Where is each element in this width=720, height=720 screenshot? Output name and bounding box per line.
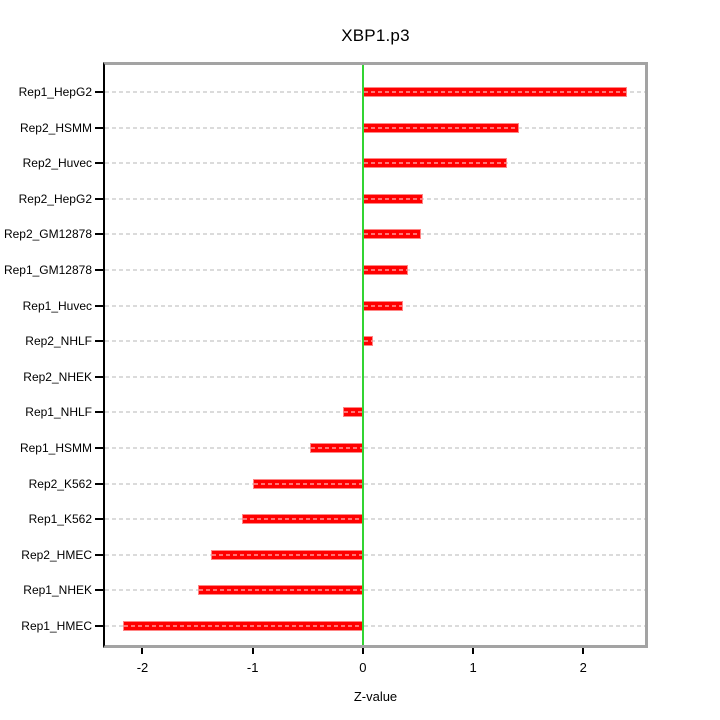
bar-dash-overlay [211, 553, 362, 556]
bar-dash-overlay [198, 589, 362, 592]
y-tick [95, 91, 103, 93]
y-tick [95, 411, 103, 414]
y-tick [95, 625, 103, 627]
y-tick-label: Rep1_HMEC [21, 619, 92, 633]
bar [362, 87, 628, 97]
y-tick-label: Rep2_K562 [28, 476, 92, 491]
bar [210, 549, 363, 560]
y-tick [95, 340, 103, 343]
bar-dash-overlay [363, 340, 372, 343]
bar [362, 300, 403, 311]
bar [197, 585, 363, 596]
y-tick-label: Rep1_HepG2 [18, 85, 92, 99]
grid-line [105, 482, 645, 485]
x-tick-label: 1 [469, 660, 477, 675]
y-tick-label: Rep2_HMEC [21, 547, 92, 562]
x-tick [361, 648, 364, 654]
y-tick [95, 162, 103, 165]
x-axis-title: Z-value [353, 689, 398, 704]
y-tick [95, 553, 103, 556]
y-tick-label: Rep2_Huvec [22, 156, 92, 171]
grid-line [105, 340, 645, 343]
bar [343, 407, 363, 418]
bar [362, 336, 373, 347]
zero-reference-line [361, 65, 364, 645]
x-tick [141, 648, 144, 654]
x-tick-label: -1 [246, 660, 259, 675]
y-tick-label: Rep2_HSMM [19, 120, 92, 135]
grid-line [105, 411, 645, 414]
y-tick [95, 482, 103, 485]
grid-line [105, 625, 645, 627]
bar [362, 265, 409, 275]
bar-dash-overlay [363, 304, 402, 307]
bar [362, 193, 424, 204]
y-tick-label: Rep2_HepG2 [18, 191, 92, 206]
bar-dash-overlay [363, 91, 627, 93]
grid-line [105, 553, 645, 556]
x-tick [472, 648, 475, 654]
y-tick-label: Rep2_NHLF [25, 334, 92, 349]
x-tick-label: 0 [359, 660, 367, 675]
bar-dash-overlay [363, 269, 408, 271]
bar-dash-overlay [253, 482, 362, 485]
bar [362, 158, 508, 169]
x-tick [582, 648, 585, 654]
bar-dash-overlay [123, 625, 362, 627]
y-tick-label: Rep1_NHLF [25, 405, 92, 420]
y-tick [95, 269, 103, 271]
bar-dash-overlay [363, 126, 519, 129]
bar [309, 443, 363, 453]
bar-dash-overlay [310, 447, 362, 449]
x-tick [251, 648, 254, 654]
chart-title: XBP1.p3 [341, 26, 410, 45]
bar [122, 621, 363, 631]
bar-dash-overlay [242, 518, 362, 521]
y-tick [95, 304, 103, 307]
bar [362, 229, 422, 240]
y-tick-label: Rep1_NHEK [23, 583, 92, 598]
bar [241, 514, 363, 525]
y-tick [95, 447, 103, 449]
bar [362, 122, 520, 133]
y-tick [95, 589, 103, 592]
plot-area [103, 62, 648, 648]
y-tick-label: Rep1_HSMM [19, 441, 92, 455]
grid-line [105, 589, 645, 592]
y-tick-label: Rep2_GM12878 [3, 227, 92, 242]
x-tick-label: -2 [136, 660, 149, 675]
bar-dash-overlay [363, 162, 507, 165]
y-tick [95, 518, 103, 521]
y-tick-label: Rep2_NHEK [23, 369, 92, 384]
grid-line [105, 447, 645, 449]
y-tick-label: Rep1_GM12878 [3, 263, 92, 277]
grid-line [105, 375, 645, 378]
bar-dash-overlay [363, 233, 421, 236]
y-tick [95, 126, 103, 129]
y-tick [95, 233, 103, 236]
y-tick [95, 197, 103, 200]
y-tick [95, 375, 103, 378]
bar [252, 478, 363, 489]
bar-dash-overlay [363, 197, 423, 200]
y-tick-label: Rep1_Huvec [22, 298, 92, 313]
y-tick-label: Rep1_K562 [28, 512, 92, 527]
bar-dash-overlay [344, 411, 362, 414]
x-tick-label: 2 [579, 660, 587, 675]
grid-line [105, 518, 645, 521]
